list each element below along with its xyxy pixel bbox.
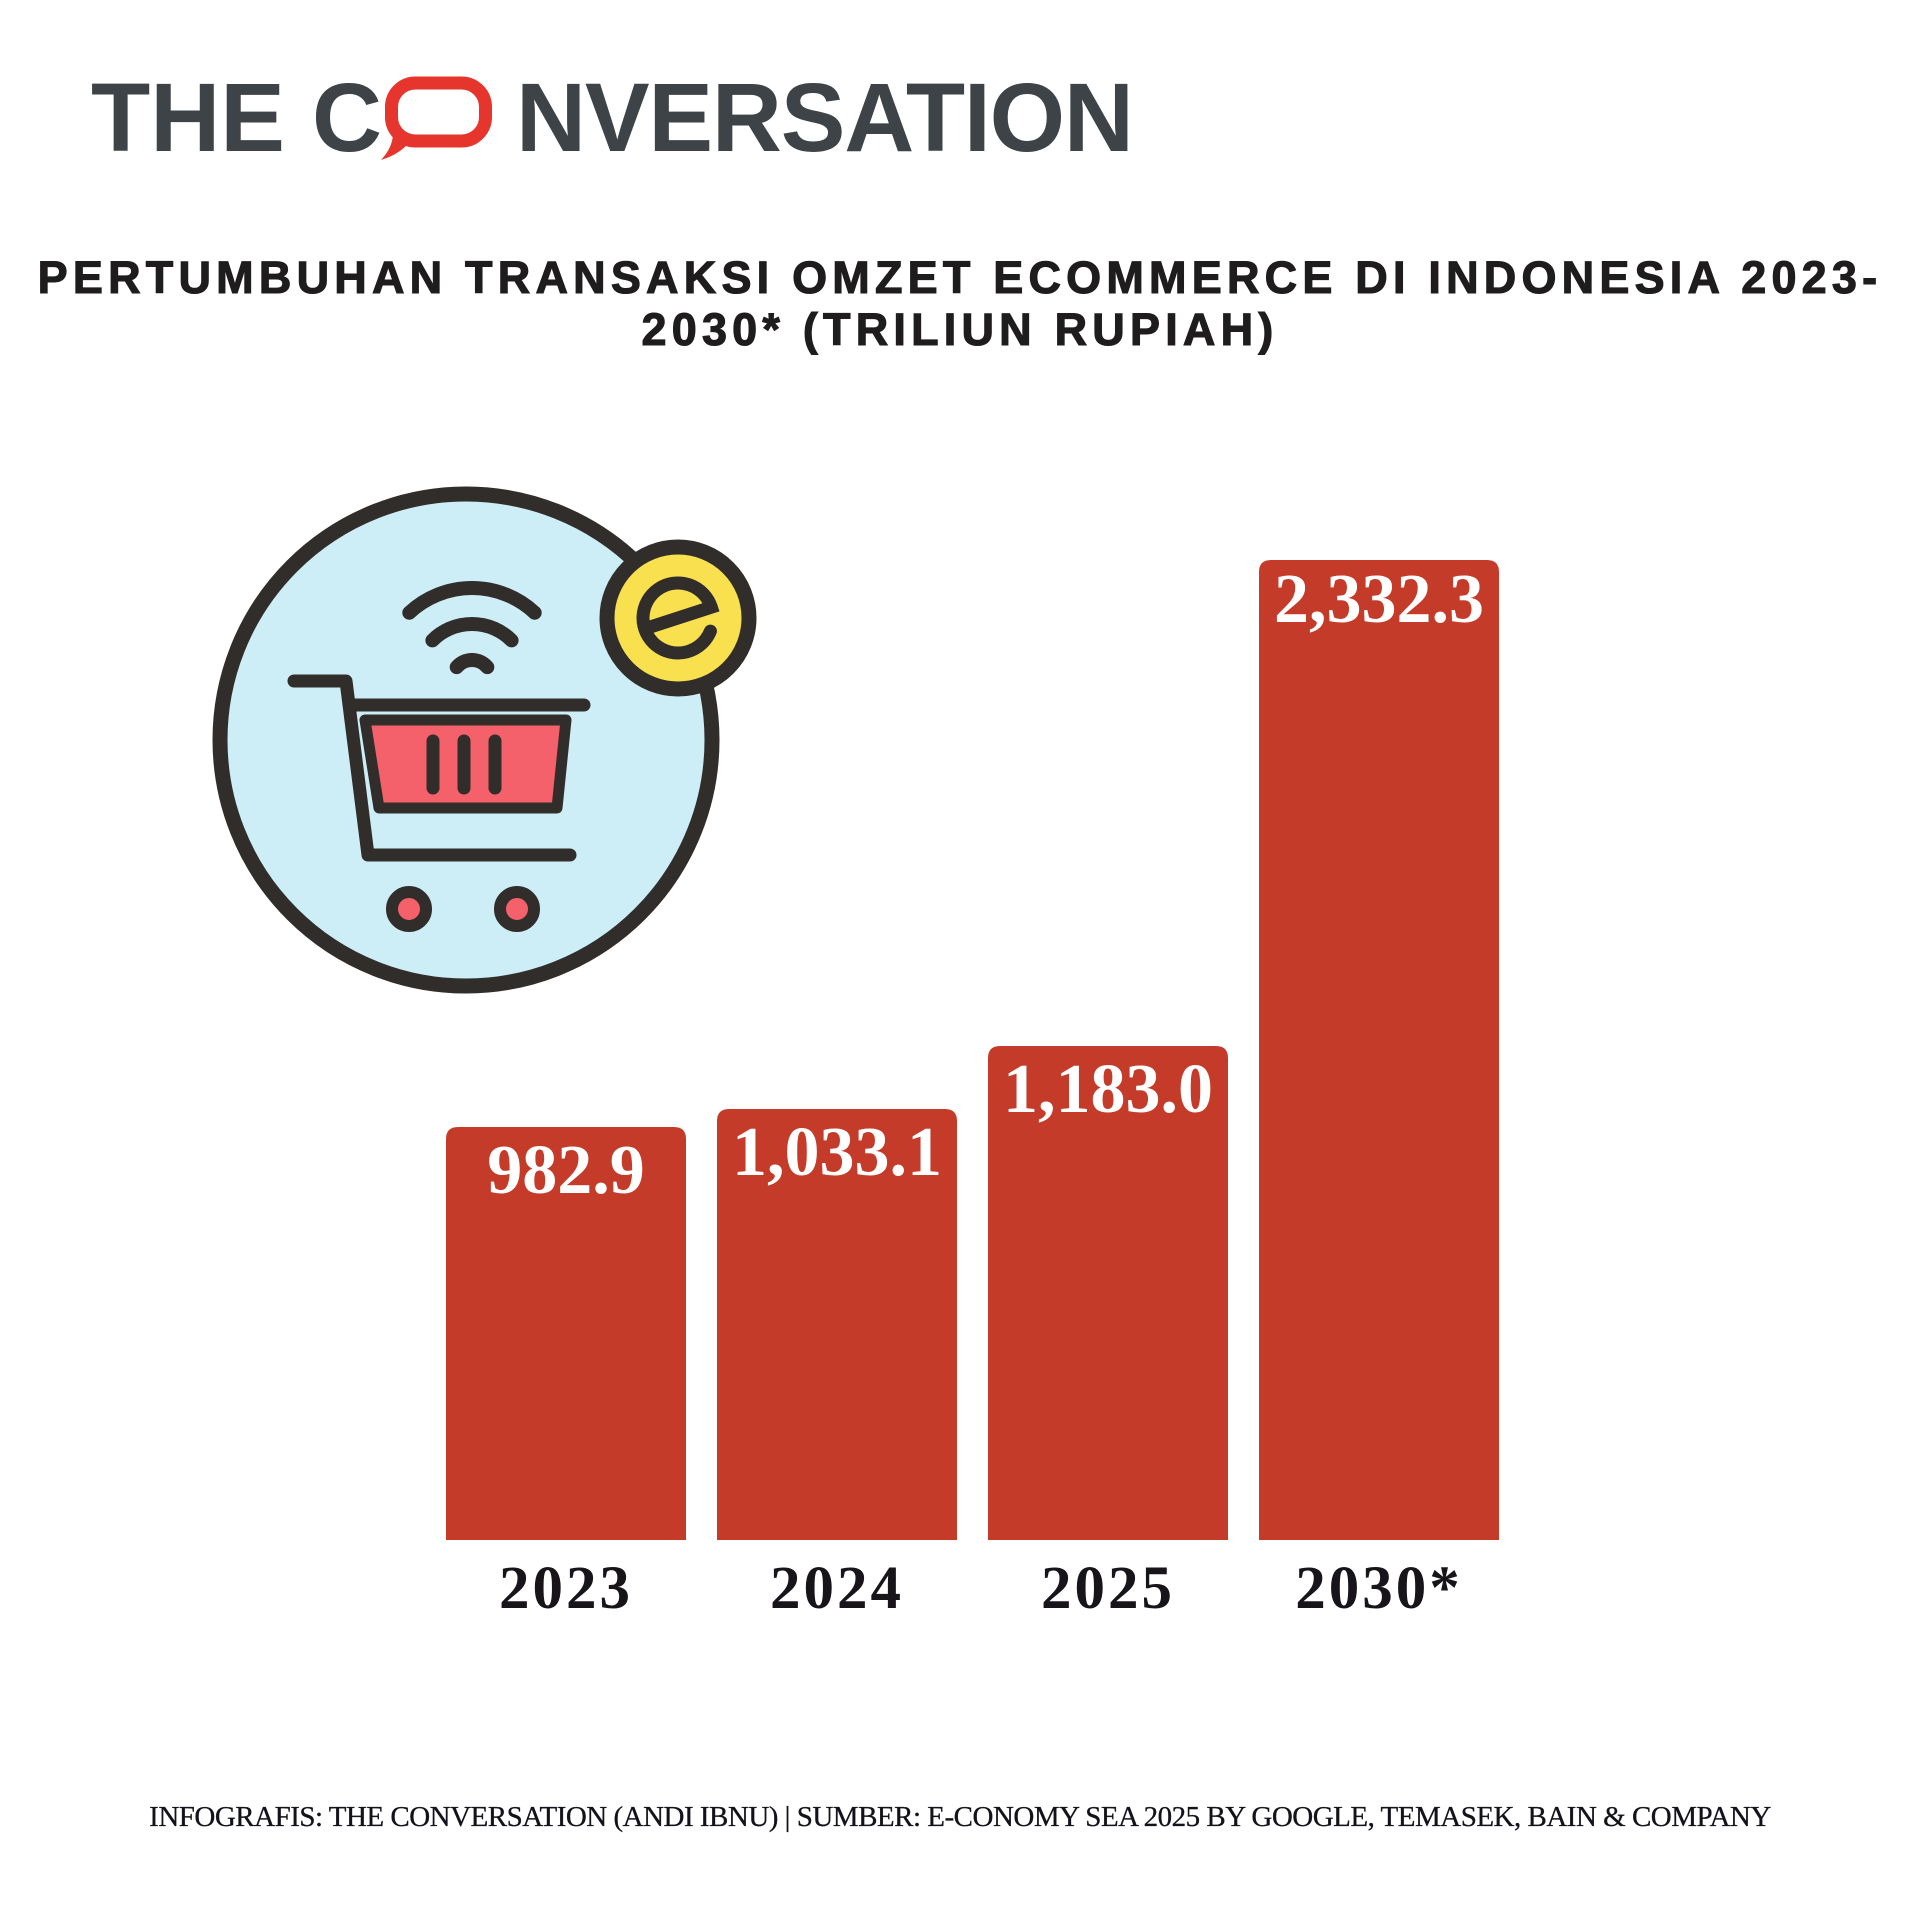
svg-text:2024: 2024 xyxy=(770,1555,904,1622)
svg-text:982.9: 982.9 xyxy=(487,1132,645,1209)
svg-text:1,033.1: 1,033.1 xyxy=(732,1114,942,1191)
svg-text:2,332.3: 2,332.3 xyxy=(1274,561,1484,638)
svg-text:2030*: 2030* xyxy=(1295,1555,1463,1622)
svg-text:2025: 2025 xyxy=(1041,1555,1175,1622)
svg-text:1,183.0: 1,183.0 xyxy=(1003,1051,1213,1128)
svg-text:2023: 2023 xyxy=(499,1555,633,1622)
